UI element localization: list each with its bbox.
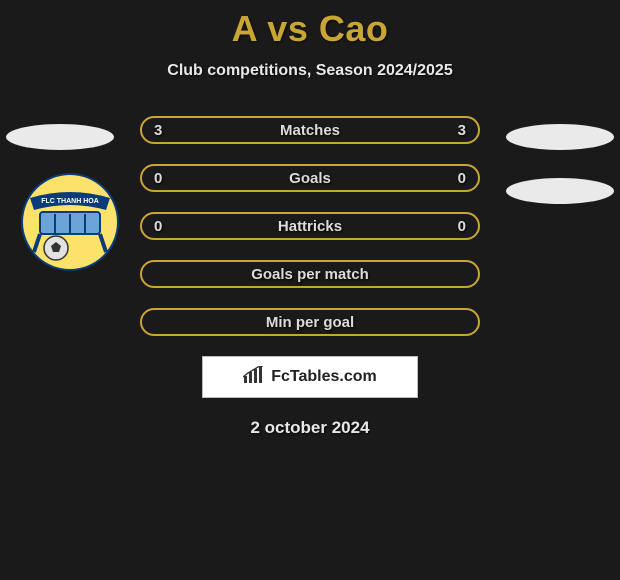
avatar-placeholder-right [506,124,614,150]
stat-label: Matches [280,122,340,139]
bar-chart-icon [243,366,265,389]
date-text: 2 october 2024 [0,418,620,438]
stat-row-matches: 3 Matches 3 [140,116,480,144]
stat-right-value: 3 [458,122,466,139]
stat-label: Goals per match [251,266,369,283]
avatar-placeholder-right2 [506,178,614,204]
stat-left-value: 0 [154,170,162,187]
avatar-placeholder-left [6,124,114,150]
stat-left-value: 0 [154,218,162,235]
club-badge: FLC THANH HOA [20,172,120,272]
stat-row-goals: 0 Goals 0 [140,164,480,192]
stat-left-value: 3 [154,122,162,139]
stat-row-goals-per-match: Goals per match [140,260,480,288]
stat-label: Goals [289,170,331,187]
svg-text:FLC THANH HOA: FLC THANH HOA [41,198,99,205]
stat-label: Hattricks [278,218,342,235]
stat-label: Min per goal [266,314,354,331]
brand-box: FcTables.com [202,356,418,398]
brand-text: FcTables.com [271,368,377,386]
stat-row-hattricks: 0 Hattricks 0 [140,212,480,240]
stat-right-value: 0 [458,170,466,187]
subtitle: Club competitions, Season 2024/2025 [0,62,620,80]
page-title: A vs Cao [0,0,620,50]
stat-row-min-per-goal: Min per goal [140,308,480,336]
stat-right-value: 0 [458,218,466,235]
